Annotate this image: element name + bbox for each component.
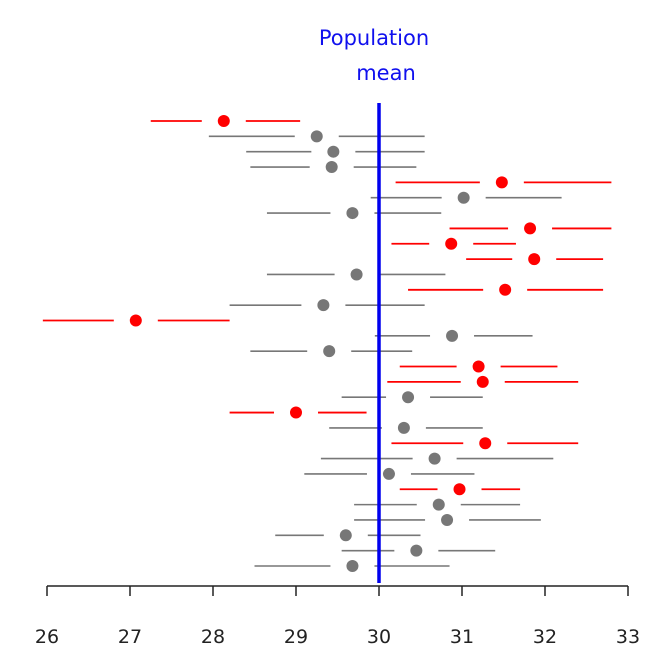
- sample-mean-point: [528, 253, 541, 266]
- sample-mean-point: [457, 191, 470, 204]
- x-axis: 26 27 28 29 30 31 32 33: [35, 585, 640, 648]
- interval-25: [399, 483, 521, 496]
- interval-1: [150, 115, 301, 127]
- x-tick-label: 33: [616, 626, 640, 648]
- sample-mean-point: [499, 283, 512, 296]
- intervals-layer: [42, 115, 612, 572]
- interval-22: [391, 437, 579, 450]
- x-tick-label: 32: [533, 626, 557, 648]
- interval-28: [275, 529, 421, 542]
- interval-27: [354, 513, 541, 526]
- population-mean-label-line1: Population: [319, 26, 429, 50]
- sample-mean-point: [410, 544, 423, 557]
- interval-21: [329, 421, 483, 434]
- sample-mean-point: [382, 467, 395, 480]
- interval-17: [399, 360, 558, 373]
- interval-12: [408, 283, 604, 296]
- interval-7: [266, 207, 442, 220]
- sample-mean-point: [446, 329, 459, 342]
- interval-23: [320, 452, 554, 465]
- sample-mean-point: [325, 161, 338, 174]
- interval-2: [208, 130, 425, 143]
- x-tick-label: 26: [35, 626, 59, 648]
- sample-mean-point: [453, 483, 466, 496]
- sample-mean-point: [290, 406, 302, 419]
- sample-mean-point: [323, 345, 336, 358]
- interval-14: [42, 314, 230, 327]
- sample-mean-point: [402, 391, 415, 404]
- interval-6: [370, 191, 562, 204]
- interval-24: [304, 467, 475, 480]
- sample-mean-point: [432, 498, 445, 511]
- sample-mean-point: [476, 375, 489, 388]
- sample-mean-point: [472, 360, 485, 373]
- sample-mean-point: [428, 452, 441, 465]
- sample-mean-point: [495, 176, 508, 189]
- interval-19: [341, 391, 483, 404]
- sample-mean-point: [346, 560, 359, 572]
- x-tick-label: 31: [450, 626, 474, 648]
- interval-29: [341, 544, 496, 557]
- sample-mean-point: [524, 222, 537, 235]
- sample-mean-point: [339, 529, 352, 542]
- x-tick-label: 29: [284, 626, 308, 648]
- interval-4: [250, 161, 417, 174]
- interval-8: [449, 222, 612, 235]
- interval-11: [266, 268, 446, 281]
- sample-mean-point: [310, 130, 323, 143]
- sample-mean-point: [397, 421, 410, 434]
- sample-mean-point: [441, 513, 454, 526]
- interval-26: [354, 498, 521, 511]
- interval-10: [466, 253, 604, 266]
- interval-18: [387, 375, 579, 388]
- interval-9: [391, 237, 516, 250]
- sample-mean-point: [346, 207, 359, 220]
- population-mean-label-line2: mean: [356, 61, 416, 85]
- x-tick-label: 28: [201, 626, 225, 648]
- interval-5: [395, 176, 612, 189]
- interval-20: [229, 406, 367, 419]
- interval-30: [254, 560, 450, 572]
- interval-15: [374, 329, 533, 342]
- interval-16: [250, 345, 413, 358]
- sample-mean-point: [327, 145, 340, 158]
- sample-mean-point: [129, 314, 142, 327]
- sample-mean-point: [479, 437, 492, 450]
- x-tick-label: 27: [118, 626, 142, 648]
- sample-mean-point: [350, 268, 363, 281]
- sample-mean-point: [445, 237, 458, 250]
- sample-mean-point: [317, 299, 330, 312]
- x-tick-label: 30: [367, 626, 391, 648]
- sample-mean-point: [217, 115, 230, 127]
- interval-13: [229, 299, 425, 312]
- interval-3: [246, 145, 425, 158]
